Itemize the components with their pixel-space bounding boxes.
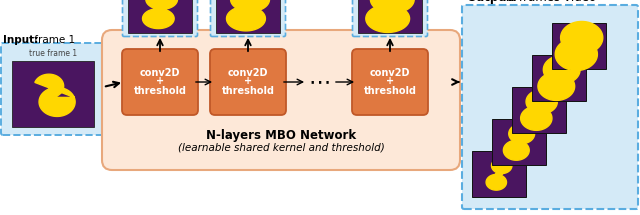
Polygon shape bbox=[486, 174, 506, 190]
Text: +: + bbox=[156, 76, 164, 86]
Polygon shape bbox=[493, 170, 505, 178]
Text: +: + bbox=[244, 76, 252, 86]
Text: conv2D: conv2D bbox=[228, 68, 268, 78]
FancyBboxPatch shape bbox=[1, 43, 105, 135]
FancyBboxPatch shape bbox=[552, 23, 606, 69]
Polygon shape bbox=[504, 140, 529, 160]
Polygon shape bbox=[152, 4, 168, 14]
FancyBboxPatch shape bbox=[512, 87, 566, 133]
FancyBboxPatch shape bbox=[462, 5, 638, 209]
FancyBboxPatch shape bbox=[128, 0, 192, 33]
FancyBboxPatch shape bbox=[122, 49, 198, 115]
Polygon shape bbox=[509, 124, 534, 144]
FancyBboxPatch shape bbox=[358, 0, 422, 33]
Polygon shape bbox=[556, 38, 597, 71]
Polygon shape bbox=[238, 6, 258, 12]
Text: threshold: threshold bbox=[364, 86, 417, 96]
Polygon shape bbox=[531, 109, 547, 111]
FancyBboxPatch shape bbox=[122, 0, 198, 37]
FancyBboxPatch shape bbox=[352, 49, 428, 115]
FancyBboxPatch shape bbox=[532, 55, 586, 101]
FancyBboxPatch shape bbox=[216, 0, 280, 33]
Polygon shape bbox=[227, 6, 266, 31]
Polygon shape bbox=[366, 5, 410, 32]
FancyBboxPatch shape bbox=[472, 151, 526, 197]
Text: conv2D: conv2D bbox=[140, 68, 180, 78]
Polygon shape bbox=[35, 74, 75, 117]
Text: +: + bbox=[386, 76, 394, 86]
Polygon shape bbox=[569, 45, 589, 48]
Polygon shape bbox=[526, 90, 557, 114]
FancyBboxPatch shape bbox=[492, 119, 546, 165]
Text: Output:: Output: bbox=[466, 0, 517, 4]
Text: N-frames video: N-frames video bbox=[502, 0, 596, 4]
FancyBboxPatch shape bbox=[210, 49, 286, 115]
Polygon shape bbox=[143, 9, 174, 29]
Polygon shape bbox=[371, 0, 414, 13]
Text: Input:: Input: bbox=[3, 35, 38, 45]
Polygon shape bbox=[561, 22, 603, 54]
FancyBboxPatch shape bbox=[102, 30, 460, 170]
Polygon shape bbox=[521, 106, 552, 130]
FancyBboxPatch shape bbox=[12, 61, 94, 127]
Polygon shape bbox=[538, 72, 575, 100]
Polygon shape bbox=[512, 140, 526, 144]
Polygon shape bbox=[146, 0, 177, 9]
Text: conv2D: conv2D bbox=[370, 68, 410, 78]
Text: N-layers MBO Network: N-layers MBO Network bbox=[206, 129, 356, 141]
FancyBboxPatch shape bbox=[211, 0, 285, 37]
Text: true frame 1: true frame 1 bbox=[29, 49, 77, 58]
Text: ⋯: ⋯ bbox=[309, 72, 331, 92]
Polygon shape bbox=[230, 0, 269, 12]
FancyBboxPatch shape bbox=[353, 0, 428, 37]
Text: threshold: threshold bbox=[221, 86, 275, 96]
Text: threshold: threshold bbox=[134, 86, 186, 96]
Polygon shape bbox=[543, 55, 580, 84]
Polygon shape bbox=[379, 6, 401, 12]
Polygon shape bbox=[492, 158, 512, 174]
Text: frame 1: frame 1 bbox=[31, 35, 75, 45]
Text: (learnable shared kernel and threshold): (learnable shared kernel and threshold) bbox=[178, 143, 385, 153]
